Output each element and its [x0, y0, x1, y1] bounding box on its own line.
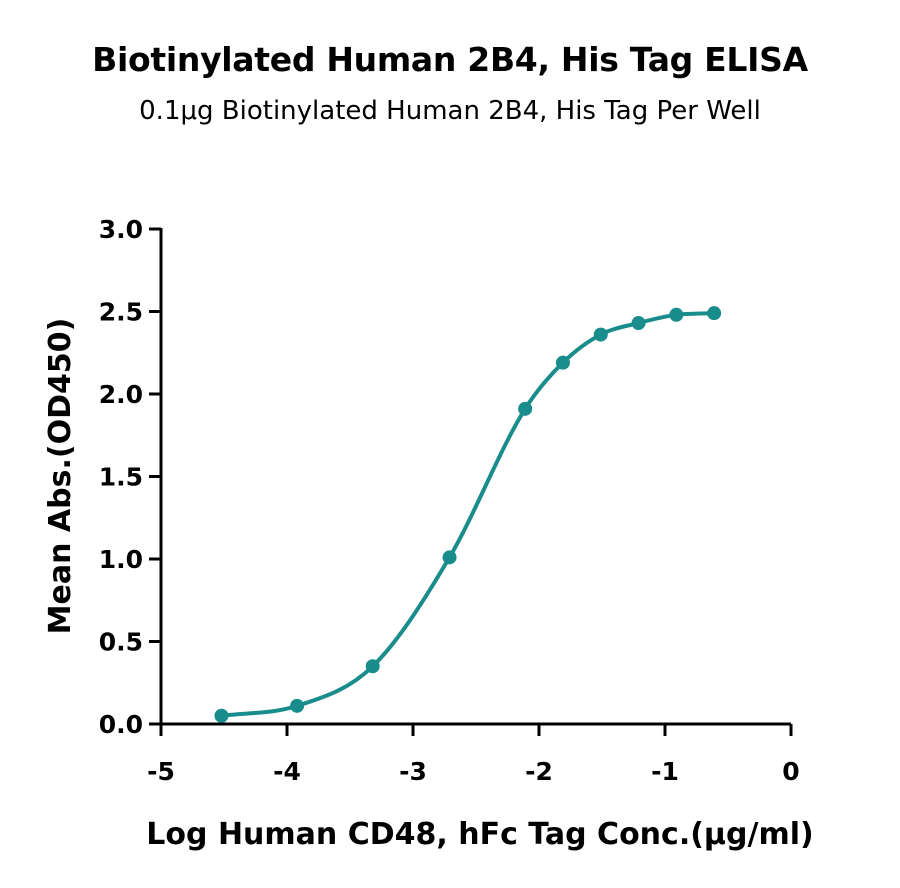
data-point	[365, 659, 380, 674]
data-point	[669, 307, 684, 322]
y-axis-label: Mean Abs.(OD450)	[43, 318, 78, 635]
axes: 0.0 0.5 1.0 1.5 2.0 2.5 3.0 -5 -4 -3 -2 -1 0	[99, 215, 800, 786]
y-tick-label: 1.0	[99, 545, 143, 574]
data-point	[707, 306, 722, 321]
data-point	[290, 698, 305, 713]
y-tick-label: 3.0	[99, 215, 143, 244]
data-point	[555, 355, 570, 370]
y-tick-label: 0.0	[99, 710, 143, 739]
chart-subtitle: 0.1μg Biotinylated Human 2B4, His Tag Pe…	[139, 96, 761, 126]
data-point	[631, 316, 646, 331]
y-tick-label: 2.0	[99, 380, 143, 409]
x-tick-label: -4	[273, 757, 301, 786]
chart-title: Biotinylated Human 2B4, His Tag ELISA	[92, 40, 808, 79]
y-tick-label: 0.5	[99, 628, 143, 657]
x-axis-label: Log Human CD48, hFc Tag Conc.(μg/ml)	[146, 817, 813, 852]
data-point	[518, 401, 533, 416]
x-tick-label: -3	[399, 757, 427, 786]
x-tick-label: -1	[651, 757, 679, 786]
y-tick-label: 2.5	[99, 298, 143, 327]
fit-curve	[219, 311, 717, 718]
data-points-layer	[214, 306, 722, 723]
data-point	[442, 550, 457, 565]
data-point	[593, 327, 608, 342]
x-tick-label: -5	[147, 757, 175, 786]
fit-curve-layer	[219, 311, 717, 718]
x-tick-label: -2	[525, 757, 553, 786]
y-tick-label: 1.5	[99, 463, 143, 492]
x-tick-label: 0	[782, 757, 799, 786]
data-point	[214, 708, 229, 723]
